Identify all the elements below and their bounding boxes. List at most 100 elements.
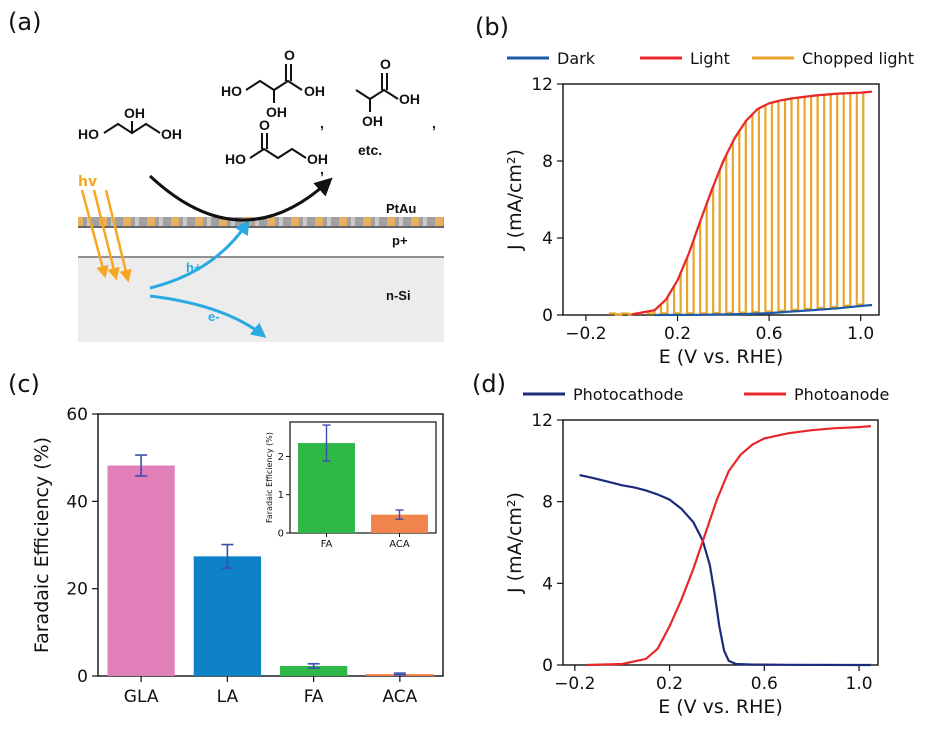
legend-label-photoanode: Photoanode bbox=[794, 385, 889, 404]
dark-line bbox=[654, 303, 873, 317]
c-x-tick-label: FA bbox=[304, 687, 324, 707]
d-y-tick-label: 0 bbox=[542, 656, 553, 676]
glyceric-backbone bbox=[245, 79, 303, 92]
inset-y-tick-label: 0 bbox=[278, 529, 284, 540]
inset-y-tick-label: 2 bbox=[278, 452, 284, 463]
glyceric-o: O bbox=[284, 47, 295, 63]
panel-c-y-axis-title: Faradaic Efficiency (%) bbox=[31, 437, 53, 653]
c-y-tick-label: 40 bbox=[66, 492, 88, 512]
panel-c-plot-frame bbox=[97, 413, 444, 677]
panel-d-label: (d) bbox=[472, 370, 506, 398]
panel-a-label: (a) bbox=[8, 8, 41, 36]
c-x-tick-label: ACA bbox=[382, 687, 417, 707]
ptau-layer bbox=[78, 217, 444, 226]
glycerol-ho-left: HO bbox=[78, 126, 99, 142]
lactic-backbone bbox=[355, 88, 399, 101]
b-x-tick-label: −0.2 bbox=[565, 324, 606, 344]
panel-d-x-axis-title: E (V vs. RHE) bbox=[658, 696, 783, 718]
inset-y-tick-label: 1 bbox=[278, 490, 284, 501]
panel-d: (d) Photocathode Photoanode −0.2 0.2 0.6 1.0… bbox=[472, 370, 889, 718]
panel-b-x-axis-title: E (V vs. RHE) bbox=[659, 346, 784, 368]
panel-b-legend: Dark Light Chopped light bbox=[507, 49, 914, 68]
legend-label-photocathode: Photocathode bbox=[573, 385, 683, 404]
panel-b-label: (b) bbox=[475, 13, 509, 41]
panel-d-y-axis-title: J (mA/cm²) bbox=[504, 492, 526, 594]
c-y-tick-label: 0 bbox=[77, 667, 88, 687]
light-rays bbox=[80, 189, 132, 283]
n-si-label: n-Si bbox=[386, 288, 411, 303]
p-plus-label: p+ bbox=[392, 233, 408, 248]
glycerol-structure: HO OH OH bbox=[78, 105, 182, 142]
panel-c-bars bbox=[107, 454, 434, 676]
inset-bar-aca bbox=[371, 514, 428, 533]
dha-ho: HO bbox=[225, 151, 246, 167]
dha-oh: OH bbox=[307, 151, 328, 167]
oxidation-arrow bbox=[148, 174, 333, 222]
lactic-oh-right: OH bbox=[399, 91, 420, 107]
bar-gla bbox=[107, 465, 175, 676]
hv-label: hv bbox=[78, 174, 97, 190]
etc-label: etc. bbox=[358, 142, 382, 158]
inset-x-tick-label: ACA bbox=[389, 539, 410, 550]
d-x-tick-label: 1.0 bbox=[846, 674, 873, 694]
d-y-tick-label: 4 bbox=[542, 574, 553, 594]
glyceric-oh-right: OH bbox=[304, 83, 325, 99]
light-ray-3 bbox=[104, 189, 132, 283]
glycerol-oh-top: OH bbox=[124, 105, 145, 121]
inset-y-axis-title: Faradaic Efficiency (%) bbox=[265, 432, 274, 523]
photocathode-line bbox=[579, 474, 871, 667]
c-x-tick-label: LA bbox=[217, 687, 239, 707]
panel-c-label: (c) bbox=[8, 370, 40, 398]
separator-3: , bbox=[320, 161, 324, 177]
c-y-tick-label: 20 bbox=[66, 580, 88, 600]
ptau-label: PtAu bbox=[386, 201, 416, 216]
panel-d-ticks: −0.2 0.2 0.6 1.0 0 4 8 12 bbox=[531, 411, 872, 694]
panel-b-series bbox=[608, 90, 873, 317]
b-y-tick-label: 12 bbox=[531, 75, 553, 95]
lactic-o: O bbox=[380, 56, 391, 72]
glyceric-acid-structure: HO OH OH O bbox=[221, 47, 325, 120]
c-x-tick-label: GLA bbox=[124, 687, 159, 707]
inset-x-tick-label: FA bbox=[321, 539, 333, 550]
legend-label-chopped-light: Chopped light bbox=[802, 49, 914, 68]
hole-label: h+ bbox=[186, 260, 202, 275]
panel-b: (b) Dark Light Chopped light −0.2 0.2 0.6 1.0… bbox=[475, 13, 914, 368]
panel-a-schematic: (a) PtAu p+ n-Si hv h+ e- HO OH OH bbox=[8, 8, 444, 342]
d-y-tick-label: 8 bbox=[542, 493, 553, 513]
light-line bbox=[631, 90, 873, 316]
dha-o: O bbox=[259, 117, 270, 133]
separator-1: , bbox=[320, 115, 324, 131]
c-y-tick-label: 60 bbox=[66, 405, 88, 425]
light-ray-2 bbox=[92, 189, 120, 281]
light-ray-1 bbox=[80, 189, 109, 279]
bar-fa bbox=[279, 665, 348, 676]
legend-label-light: Light bbox=[690, 49, 730, 68]
b-x-tick-label: 1.0 bbox=[847, 324, 874, 344]
panel-d-legend: Photocathode Photoanode bbox=[523, 385, 889, 404]
photoanode-line bbox=[586, 425, 871, 667]
bar-la bbox=[193, 556, 262, 676]
d-x-tick-label: 0.2 bbox=[656, 674, 683, 694]
d-x-tick-label: −0.2 bbox=[554, 674, 595, 694]
panel-d-series bbox=[579, 425, 871, 667]
separator-2: , bbox=[432, 115, 436, 131]
b-y-tick-label: 4 bbox=[542, 229, 553, 249]
lactic-oh-bottom: OH bbox=[362, 113, 383, 129]
dha-backbone bbox=[249, 147, 307, 160]
legend-label-dark: Dark bbox=[557, 49, 596, 68]
b-y-tick-label: 8 bbox=[542, 152, 553, 172]
glyceric-oh-bottom: OH bbox=[266, 104, 287, 120]
b-x-tick-label: 0.6 bbox=[756, 324, 783, 344]
glyceric-ho: HO bbox=[221, 83, 242, 99]
panel-b-y-axis-title: J (mA/cm²) bbox=[504, 149, 526, 251]
d-x-tick-label: 0.6 bbox=[751, 674, 778, 694]
panel-d-plot-frame bbox=[562, 419, 879, 666]
d-y-tick-label: 12 bbox=[531, 411, 553, 431]
hole-path bbox=[149, 219, 250, 290]
lactic-acid-structure: OH OH O bbox=[355, 56, 420, 129]
electron-path bbox=[149, 294, 267, 338]
panel-b-ticks: −0.2 0.2 0.6 1.0 0 4 8 12 bbox=[531, 75, 874, 344]
